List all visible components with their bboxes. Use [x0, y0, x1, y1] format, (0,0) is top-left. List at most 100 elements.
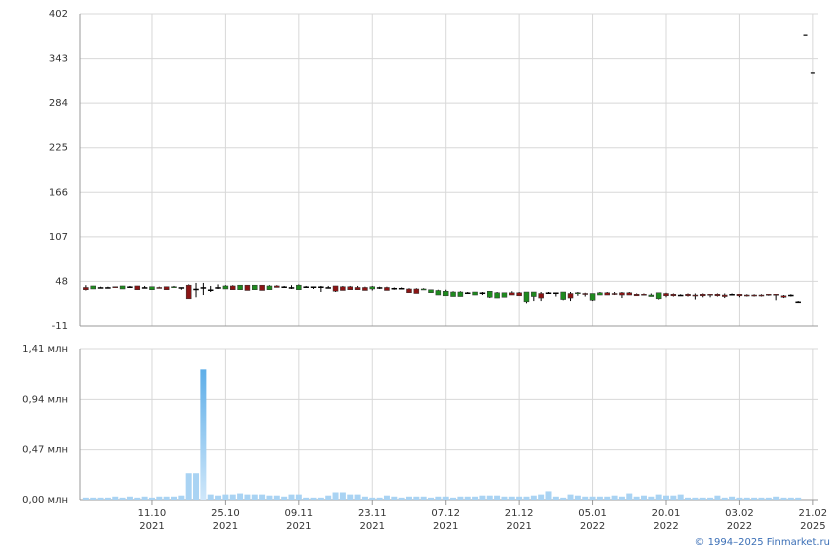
candle-body	[340, 286, 346, 291]
candle-body	[655, 292, 662, 300]
volume-bar	[90, 497, 97, 500]
x-tick-sublabel: 2022	[653, 521, 678, 532]
volume-bar	[685, 497, 692, 500]
y-tick-label: 0,47 млн	[22, 445, 68, 456]
volume-bar	[229, 494, 236, 500]
candle-body	[597, 292, 603, 296]
volume-bar	[244, 494, 251, 500]
volume-bar	[523, 496, 530, 500]
candle-body	[119, 285, 126, 290]
y-tick-label: 0,00 млн	[22, 495, 68, 506]
candle-body	[310, 286, 317, 288]
volume-bar	[237, 493, 244, 500]
candle-body	[185, 284, 192, 300]
candle-body	[112, 286, 118, 288]
volume-bar	[273, 495, 280, 500]
candle-body	[244, 284, 251, 291]
candle-body	[677, 294, 684, 297]
volume-bar	[567, 494, 574, 500]
volume-bar	[450, 497, 457, 500]
volume-bar	[486, 495, 493, 500]
candle-body	[736, 294, 743, 297]
candle-body	[611, 293, 618, 295]
candle-body	[252, 284, 258, 290]
candle-body	[288, 287, 295, 289]
x-tick-label: 09.11	[285, 508, 314, 519]
candle-body	[487, 290, 493, 298]
volume-bar	[457, 496, 464, 500]
candle-body	[406, 288, 412, 294]
volume-bar	[413, 496, 420, 500]
volume-bar	[780, 497, 787, 500]
candle-body	[325, 287, 331, 289]
y-tick-label: 166	[49, 187, 68, 198]
volume-bar	[156, 496, 163, 500]
candle-body	[347, 286, 353, 290]
candle-body	[516, 292, 522, 297]
volume-bar	[266, 495, 273, 500]
volume-bar	[369, 497, 376, 500]
volume-bar	[589, 496, 596, 500]
volume-bar	[626, 493, 633, 500]
candle-body	[207, 289, 214, 291]
candle-body	[428, 289, 434, 294]
volume-bar	[310, 497, 317, 500]
candle-body	[376, 287, 383, 289]
x-tick-sublabel: 2021	[213, 521, 238, 532]
candle-body	[362, 287, 368, 291]
volume-bar	[479, 495, 486, 500]
candle-body	[641, 294, 647, 296]
candle-body	[538, 293, 544, 299]
candle-body	[105, 287, 111, 289]
candle-body	[648, 294, 655, 297]
volume-bar	[259, 494, 266, 500]
x-tick-sublabel: 2021	[433, 521, 458, 532]
y-tick-label: -11	[52, 321, 68, 332]
candle-body	[141, 287, 148, 289]
volume-bar	[574, 495, 581, 500]
candle-body	[472, 291, 478, 296]
volume-bar	[729, 496, 736, 500]
volume-bar	[582, 496, 589, 500]
y-tick-label: 343	[49, 54, 68, 65]
volume-bar	[648, 496, 655, 500]
candle-body	[229, 285, 236, 290]
candle-body	[178, 287, 185, 289]
volume-bar	[655, 494, 662, 500]
candle-body	[714, 294, 721, 297]
candle-body	[171, 286, 177, 288]
volume-bar	[428, 497, 435, 500]
candle-body	[457, 291, 464, 297]
x-tick-sublabel: 2021	[286, 521, 311, 532]
candle-body	[707, 294, 713, 296]
candle-body	[369, 286, 376, 290]
volume-bar	[215, 495, 222, 500]
x-tick-sublabel: 2022	[727, 521, 752, 532]
y-tick-label: 48	[55, 276, 68, 287]
y-tick-label: 225	[49, 143, 68, 154]
volume-bar	[604, 496, 611, 500]
candle-body	[435, 290, 442, 296]
y-tick-label: 1,41 млн	[22, 344, 68, 355]
candle-body	[553, 292, 559, 295]
volume-bar	[134, 497, 141, 500]
candle-body	[442, 290, 449, 297]
volume-bar	[420, 496, 427, 500]
x-tick-sublabel: 2021	[506, 521, 531, 532]
volume-bar	[325, 495, 332, 500]
volume-bar	[699, 497, 706, 500]
volume-bar	[361, 496, 368, 500]
candle-body	[318, 286, 324, 288]
volume-bar	[677, 494, 684, 500]
candle-body	[464, 292, 471, 295]
candle-body	[545, 292, 552, 295]
volume-bar	[464, 496, 471, 500]
volume-bar	[193, 473, 200, 500]
volume-bar	[222, 494, 229, 500]
x-tick-label: 25.10	[211, 508, 240, 519]
candle-body	[384, 287, 390, 291]
candle-body	[149, 286, 155, 290]
volume-bar	[714, 495, 721, 500]
candle-body	[582, 293, 588, 295]
candle-body	[303, 286, 309, 288]
